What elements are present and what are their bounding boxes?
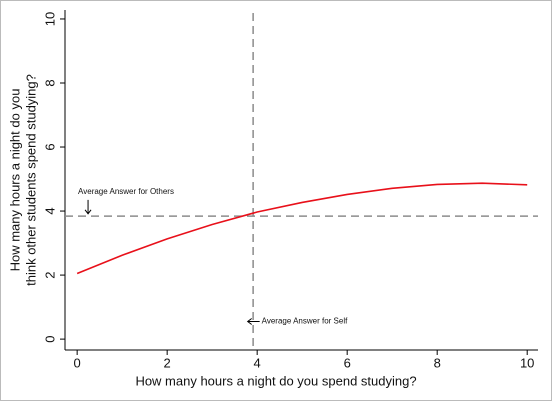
y-tick-label: 6 bbox=[42, 143, 57, 150]
x-tick-label: 8 bbox=[434, 355, 441, 370]
y-tick-label: 8 bbox=[42, 79, 57, 86]
annotation: Average Answer for Others bbox=[78, 187, 174, 196]
arrow bbox=[84, 199, 92, 215]
x-axis-title: How many hours a night do you spend stud… bbox=[135, 373, 416, 388]
y-tick-label: 4 bbox=[42, 207, 57, 214]
x-tick-label: 10 bbox=[520, 355, 534, 370]
y-tick-label: 10 bbox=[42, 12, 57, 26]
line bbox=[76, 182, 528, 275]
x-tick-label: 4 bbox=[254, 355, 261, 370]
x-tick-label: 2 bbox=[164, 355, 171, 370]
y-tick-label: 2 bbox=[42, 271, 57, 278]
x-tick-label: 6 bbox=[344, 355, 351, 370]
y-tick-label: 0 bbox=[42, 335, 57, 342]
y-axis-title: How many hours a night do you bbox=[7, 89, 22, 272]
y-axis-title: think other students spend studying? bbox=[23, 74, 38, 286]
arrow bbox=[246, 318, 260, 325]
annotation: Average Answer for Self bbox=[262, 317, 348, 326]
x-tick-label: 0 bbox=[74, 355, 81, 370]
